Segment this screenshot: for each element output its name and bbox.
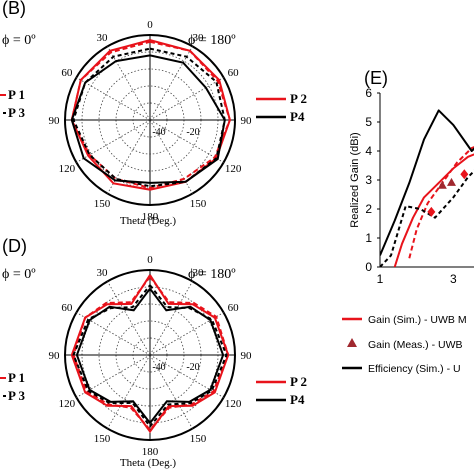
panel-b-spoke-60 bbox=[149, 77, 224, 121]
panel-b-legend-right-label-1: P4 bbox=[290, 109, 305, 124]
panel-b-legend-right-label-0: P 2 bbox=[290, 91, 307, 106]
panel-b-angle-tick-4: 120 bbox=[225, 163, 242, 175]
panel-e-plot-area bbox=[380, 109, 474, 267]
panel-d-angle-tick-11: 30 bbox=[97, 267, 109, 279]
panel-b-phi-left: ϕ = 0º bbox=[2, 33, 36, 48]
panel-d-spoke-120 bbox=[149, 354, 224, 398]
panel-b-theta-label: Theta (Deg.) bbox=[120, 215, 177, 227]
panel-d-angle-tick-0: 0 bbox=[147, 254, 153, 266]
panel-b-spoke-210 bbox=[107, 119, 151, 194]
panel-e-marker-triangle-2 bbox=[447, 177, 456, 186]
panel-b-angle-tick-8: 120 bbox=[59, 163, 76, 175]
panel-e-series-2 bbox=[380, 109, 474, 256]
panel-d-legend-right-label-1: P4 bbox=[290, 392, 305, 407]
panel-b-series-1 bbox=[70, 40, 231, 190]
panel-d-angle-tick-10: 60 bbox=[61, 302, 73, 314]
panel-d-radial-tick-0: -40 bbox=[152, 362, 165, 373]
panel-e-ytick-2: 2 bbox=[365, 202, 372, 216]
panel-d-phi-left: ϕ = 0º bbox=[2, 267, 36, 282]
panel-e-marker-diamond-0 bbox=[427, 206, 436, 217]
panel-b-legend-left-label-0: P 1 bbox=[8, 87, 25, 102]
panel-e-marker-diamond-3 bbox=[460, 169, 469, 180]
panel-b-spoke-300 bbox=[76, 77, 151, 121]
panel-e-xtick-1: 3 bbox=[450, 272, 457, 286]
panel-e-legend-label-0: Gain (Sim.) - UWB M bbox=[368, 314, 467, 326]
panel-b-radial-tick-0: -40 bbox=[152, 127, 165, 138]
panel-d-letter: (D) bbox=[2, 236, 27, 256]
panel-d-legend-left-label-1: P 3 bbox=[8, 388, 25, 403]
panel-d-legend-right-label-0: P 2 bbox=[290, 374, 307, 389]
panel-b-spoke-30 bbox=[149, 46, 193, 121]
panel-d-angle-tick-6: 180 bbox=[142, 446, 159, 458]
panel-d-angle-tick-3: 90 bbox=[241, 350, 253, 362]
panel-d-spoke-150 bbox=[149, 354, 193, 429]
panel-b-spoke-330 bbox=[107, 46, 151, 121]
panel-e-ytick-5: 5 bbox=[365, 115, 372, 129]
panel-b-series-3 bbox=[70, 54, 226, 184]
panel-e-letter: (E) bbox=[364, 68, 388, 88]
panel-e-ytick-4: 4 bbox=[365, 144, 372, 158]
panel-d-angle-tick-8: 120 bbox=[59, 398, 76, 410]
panel-e-ytick-6: 6 bbox=[365, 86, 372, 100]
panel-e-y-axis-label: Realized Gain (dBi) bbox=[349, 132, 361, 227]
panel-e-ytick-1: 1 bbox=[365, 231, 372, 245]
panel-d-angle-tick-4: 120 bbox=[225, 398, 242, 410]
panel-e-legend-swatch-1 bbox=[347, 338, 357, 347]
panel-d-angle-tick-1: 30 bbox=[193, 267, 205, 279]
panel-d-spoke-30 bbox=[149, 281, 193, 356]
panel-d-radial-tick-1: -20 bbox=[186, 362, 199, 373]
panel-b-phi-right: ϕ = 180º bbox=[188, 33, 236, 48]
panel-b-letter: (B) bbox=[2, 0, 26, 18]
panel-e-legend-label-1: Gain (Meas.) - UWB bbox=[368, 339, 463, 351]
panel-d-angle-tick-5: 150 bbox=[190, 433, 207, 445]
panel-e-ytick-0: 0 bbox=[365, 260, 372, 274]
panel-e-ytick-3: 3 bbox=[365, 173, 372, 187]
panel-d-angle-tick-7: 150 bbox=[94, 433, 111, 445]
panel-d-series-1 bbox=[72, 276, 230, 432]
panel-e-legend-label-2: Efficiency (Sim.) - U bbox=[368, 363, 461, 375]
panel-b-angle-tick-0: 0 bbox=[147, 19, 153, 31]
panel-b-spoke-120 bbox=[149, 119, 224, 163]
panel-b-angle-tick-5: 150 bbox=[190, 198, 207, 210]
panel-b-radial-tick-1: -20 bbox=[186, 127, 199, 138]
panel-d-polar: (D) ϕ = 0º ϕ = 180º Theta (Deg.) 0 30 60 90… bbox=[0, 236, 307, 469]
panel-e-series-0 bbox=[393, 153, 474, 267]
panel-d-legend-left-label-0: P 1 bbox=[8, 370, 25, 385]
panel-b-legend-left-label-1: P 3 bbox=[8, 105, 25, 120]
panel-e-xtick-0: 1 bbox=[377, 272, 384, 286]
panel-e-series-1 bbox=[408, 146, 474, 259]
panel-d-spoke-210 bbox=[107, 354, 151, 429]
panel-b-angle-tick-1: 30 bbox=[193, 32, 205, 44]
panel-d-spoke-60 bbox=[149, 312, 224, 356]
panel-b-angle-tick-7: 150 bbox=[94, 198, 111, 210]
panel-b-angle-tick-2: 60 bbox=[228, 67, 240, 79]
panel-b-angle-tick-11: 30 bbox=[97, 32, 109, 44]
panel-d-angle-tick-2: 60 bbox=[228, 302, 240, 314]
panel-d-phi-right: ϕ = 180º bbox=[188, 267, 236, 282]
panel-b-polar: (B) ϕ = 0º ϕ = 180º Theta (Deg.) 0 30 60 90… bbox=[0, 0, 307, 227]
panel-e-series-3 bbox=[380, 169, 474, 267]
panel-d-series-3 bbox=[75, 288, 225, 425]
panel-e-marker-triangle-1 bbox=[437, 180, 447, 189]
panel-b-angle-tick-10: 60 bbox=[61, 67, 73, 79]
panel-b-angle-tick-6: 180 bbox=[142, 211, 159, 223]
panel-b-angle-tick-9: 90 bbox=[49, 115, 61, 127]
panel-d-spoke-330 bbox=[107, 281, 151, 356]
panel-d-angle-tick-9: 90 bbox=[49, 350, 61, 362]
panel-b-angle-tick-3: 90 bbox=[241, 115, 253, 127]
panel-d-theta-label: Theta (Deg.) bbox=[120, 457, 177, 469]
